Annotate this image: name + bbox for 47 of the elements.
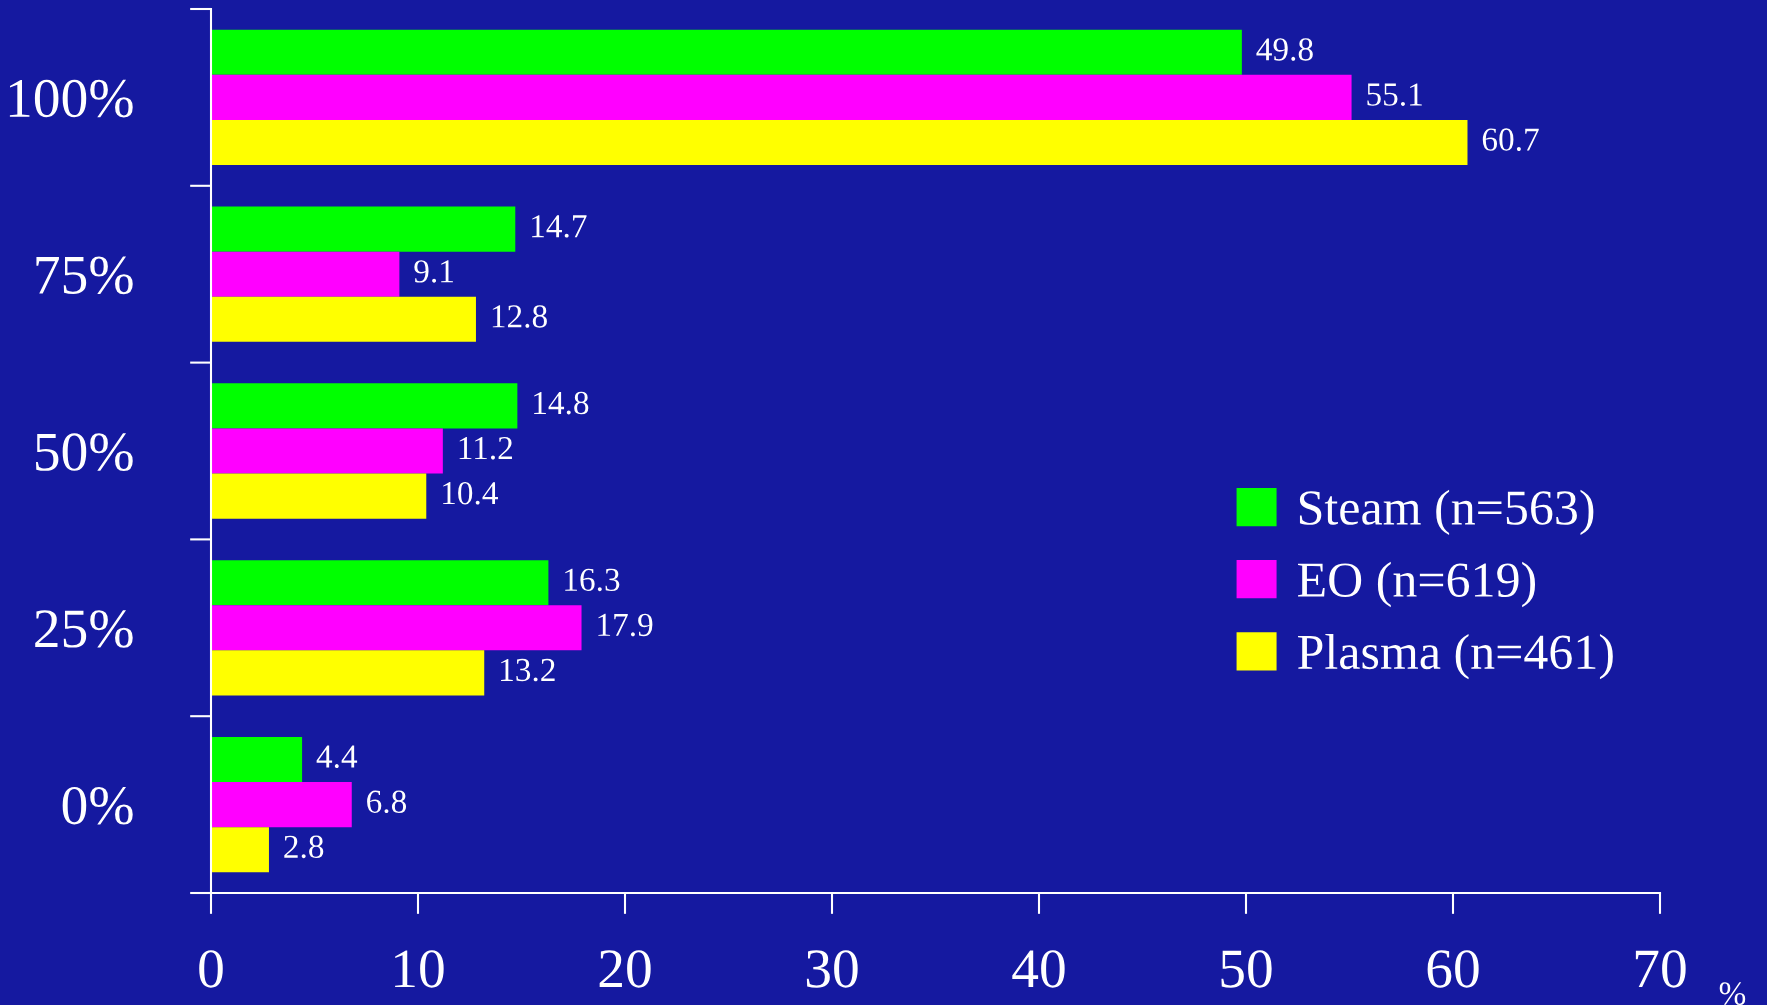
- legend-label: EO (n=619): [1298, 561, 1536, 608]
- x-tick-label: 60: [1427, 950, 1479, 988]
- y-tick-label: 25%: [35, 610, 133, 648]
- bar: [211, 605, 582, 651]
- y-tick-label: 75%: [36, 256, 133, 295]
- data-label: 14.7: [532, 215, 587, 238]
- bar: [211, 251, 400, 297]
- legend-label: Steam (n=563): [1299, 489, 1594, 536]
- data-label: 16.3: [565, 568, 620, 592]
- bar: [211, 383, 518, 429]
- data-label: 13.2: [501, 658, 555, 682]
- bar: [211, 29, 1242, 75]
- x-tick-label: 0: [199, 950, 223, 988]
- y-tick-label: 0%: [62, 786, 133, 825]
- bar: [211, 206, 516, 252]
- x-tick-label: 20: [599, 950, 651, 988]
- data-label: 14.8: [534, 391, 589, 415]
- data-label: 60.7: [1482, 128, 1539, 151]
- data-label: 2.8: [284, 835, 324, 859]
- data-label: 12.8: [492, 305, 547, 328]
- x-tick-label: 40: [1012, 950, 1065, 988]
- bar: [211, 560, 549, 606]
- x-tick-label: 70: [1635, 950, 1686, 988]
- y-tick-label: 100%: [9, 79, 133, 118]
- data-label: 10.4: [443, 481, 498, 505]
- data-label: 4.4: [316, 745, 358, 769]
- x-tick-label: 50: [1221, 950, 1272, 988]
- bar: [211, 736, 303, 783]
- bar: [211, 119, 1468, 166]
- data-label: 17.9: [598, 613, 653, 637]
- bar: [211, 473, 427, 519]
- bar: [211, 428, 443, 474]
- data-label: 55.1: [1367, 83, 1422, 106]
- y-tick-label: 50%: [36, 433, 133, 471]
- x-axis-title: %: [1719, 982, 1746, 1005]
- bar: [211, 827, 269, 873]
- x-tick-label: 10: [395, 950, 444, 988]
- legend-label: Plasma (n=461): [1298, 633, 1613, 680]
- data-label: 11.2: [459, 436, 512, 460]
- bar: [211, 782, 352, 828]
- x-tick-label: 30: [806, 950, 858, 988]
- bar: [211, 74, 1352, 120]
- data-label: 9.1: [414, 260, 453, 283]
- data-label: 49.8: [1256, 38, 1313, 61]
- bar: [211, 296, 476, 342]
- bar: [211, 650, 485, 696]
- data-label: 6.8: [367, 790, 407, 814]
